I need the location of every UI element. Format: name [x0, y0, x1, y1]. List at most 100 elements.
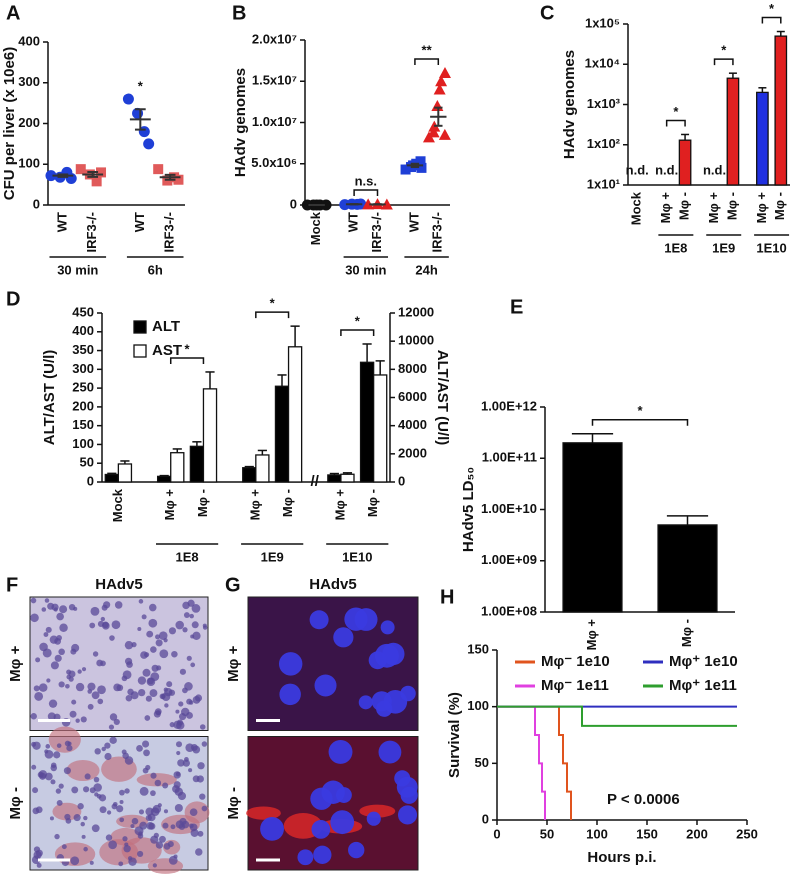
data-point — [427, 126, 440, 138]
nucleus — [202, 623, 207, 628]
nucleus — [155, 841, 164, 849]
nucleus — [159, 835, 166, 843]
nucleus — [179, 668, 187, 675]
nucleus — [175, 620, 184, 630]
y-tick-label: 200 — [18, 115, 40, 130]
nucleus — [366, 811, 381, 826]
y-tick-label: 6000 — [398, 389, 427, 404]
x-tick-label: 50 — [540, 826, 554, 841]
nucleus — [90, 606, 100, 616]
x-tick-label: IRF3-/- — [84, 212, 99, 252]
y-tick-label: 100 — [467, 698, 489, 713]
nucleus — [119, 800, 124, 805]
y-tick-label: 150 — [72, 417, 94, 432]
nucleus — [175, 741, 183, 748]
panel-label: E — [510, 296, 523, 318]
nucleus — [97, 620, 105, 628]
bar — [372, 374, 388, 483]
sig-bracket — [713, 58, 734, 66]
nucleus — [61, 844, 67, 850]
y-tick-label: 100 — [18, 156, 40, 171]
x-tick-label: 250 — [736, 826, 758, 841]
nucleus — [54, 637, 62, 645]
nucleus — [44, 749, 49, 754]
y-tick-label: 200 — [72, 398, 94, 413]
nucleus — [136, 745, 143, 752]
nucleus — [155, 639, 163, 647]
y-tick-label: 50 — [80, 455, 94, 470]
sig-bracket — [353, 189, 379, 197]
nucleus — [113, 718, 120, 726]
nucleus — [101, 746, 106, 752]
nucleus — [143, 749, 150, 757]
y-tick-label: 50 — [475, 755, 489, 770]
y-tick-label: 0 — [290, 196, 297, 211]
nucleus — [168, 855, 178, 865]
x-tick-label: WT — [346, 212, 361, 232]
nucleus — [163, 638, 168, 643]
nucleus — [400, 786, 418, 804]
nucleus — [170, 824, 176, 830]
nucleus — [35, 849, 43, 857]
data-point — [96, 167, 107, 178]
nucleus — [73, 814, 81, 822]
nucleus — [109, 635, 115, 641]
nucleus — [30, 597, 37, 604]
nucleus — [119, 817, 125, 823]
nucleus — [382, 642, 405, 666]
nucleus — [140, 651, 148, 659]
x-tick-label: Mφ - — [772, 192, 787, 220]
group-label: 1E9 — [261, 549, 284, 564]
y-axis-label: HAdv genomes — [561, 50, 578, 159]
y-tick-label: 8000 — [398, 361, 427, 376]
nucleus — [124, 788, 130, 794]
panel-label: G — [225, 574, 241, 596]
sig-bracket — [665, 119, 686, 127]
nucleus — [65, 817, 72, 824]
x-tick-label: Mφ + — [658, 192, 673, 224]
group-label: 24h — [415, 262, 437, 277]
y-tick-label: 1.00E+09 — [481, 552, 537, 567]
stain-patch — [66, 759, 100, 782]
y-axis-label: HAdv5 LD₅₀ — [460, 467, 477, 552]
legend-label: ALT — [152, 318, 180, 335]
nucleus — [122, 752, 129, 760]
nucleus — [199, 724, 206, 730]
nucleus — [108, 724, 115, 730]
nucleus — [32, 787, 39, 794]
nucleus — [59, 623, 68, 632]
bar — [170, 452, 185, 483]
nucleus — [97, 685, 106, 695]
bar — [242, 467, 257, 483]
x-tick-label: Mφ + — [754, 192, 769, 224]
nucleus — [56, 799, 63, 806]
x-tick-label: Mock — [629, 191, 644, 225]
nucleus — [358, 695, 373, 710]
nucleus — [137, 626, 142, 631]
data-point — [153, 164, 164, 175]
nucleus — [173, 781, 181, 789]
data-point — [400, 164, 411, 175]
nucleus — [68, 676, 74, 682]
nucleus — [32, 741, 41, 750]
nucleus — [153, 710, 161, 718]
nucleus — [31, 855, 41, 865]
nucleus — [139, 821, 148, 830]
nucleus — [119, 789, 125, 796]
nucleus — [124, 657, 133, 665]
data-point — [122, 93, 134, 105]
nucleus — [192, 631, 201, 641]
bar — [156, 475, 172, 483]
nucleus — [31, 764, 37, 770]
group-label: 6h — [148, 262, 163, 277]
nucleus — [150, 672, 160, 682]
nucleus — [111, 803, 118, 810]
nucleus — [103, 601, 111, 609]
bar — [657, 524, 718, 613]
x-tick-label: Mφ - — [679, 619, 694, 647]
nucleus — [30, 613, 39, 623]
y-axis-label: HAdv genomes — [232, 68, 249, 177]
nucleus — [151, 664, 159, 672]
legend-swatch — [133, 320, 147, 334]
